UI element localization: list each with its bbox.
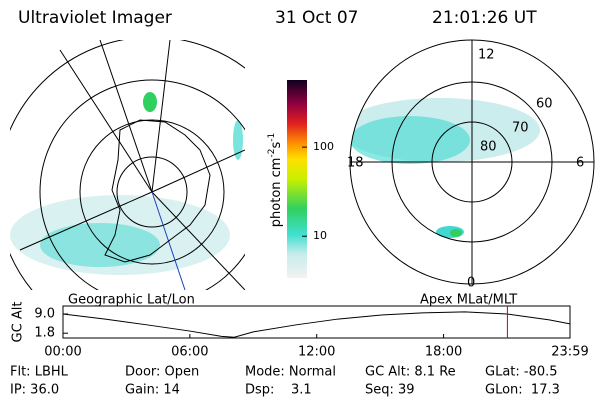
polar-label: 6 xyxy=(576,156,584,171)
polar-label: 80 xyxy=(480,140,497,155)
polar-label: 0 xyxy=(467,276,475,291)
label-part: -2 xyxy=(267,149,277,158)
status-field: GC Alt: 8.1 Re xyxy=(365,365,456,380)
status-field: Seq: 39 xyxy=(365,383,415,398)
y-tick-label: 1.8 xyxy=(34,326,55,341)
status-field: IP: 36.0 xyxy=(10,383,59,398)
status-field: GLon: 17.3 xyxy=(485,383,560,398)
status-field: Mode: Normal xyxy=(245,365,336,380)
colorbar-label: photon cm-2s-1 xyxy=(267,133,284,227)
polar-label: 70 xyxy=(512,121,529,136)
map-label: Apex MLat/MLT xyxy=(420,293,517,308)
status-field: GLat: -80.5 xyxy=(485,365,558,380)
geographic-map xyxy=(10,40,245,290)
time: 21:01:26 UT xyxy=(432,8,537,28)
colorbar xyxy=(287,80,307,278)
x-tick-label: 12:00 xyxy=(298,345,335,360)
x-tick-label: 18:00 xyxy=(425,345,462,360)
status-field: Door: Open xyxy=(125,365,199,380)
label-part: photon cm xyxy=(269,158,284,228)
status-field: Flt: LBHL xyxy=(10,365,69,380)
status-field: Dsp: 3.1 xyxy=(245,383,312,398)
polar-label: 60 xyxy=(536,97,553,112)
x-tick-label: 06:00 xyxy=(171,345,208,360)
map-label: Geographic Lat/Lon xyxy=(68,293,195,308)
date: 31 Oct 07 xyxy=(275,8,358,28)
y-axis-label: GC Alt xyxy=(11,302,26,343)
status-field: Gain: 14 xyxy=(125,383,180,398)
polar-label: 18 xyxy=(347,156,364,171)
x-tick-label: 00:00 xyxy=(44,345,81,360)
tick-label: 100 xyxy=(313,140,334,153)
altitude-line xyxy=(62,311,571,338)
label-part: -1 xyxy=(267,133,277,142)
polar-label: 12 xyxy=(478,48,495,63)
label-part: s xyxy=(269,142,284,149)
title: Ultraviolet Imager xyxy=(18,8,172,28)
tick-label: 10 xyxy=(313,229,327,242)
x-tick-label: 23:59 xyxy=(551,345,588,360)
y-tick-label: 9.0 xyxy=(34,307,55,322)
polar-map xyxy=(349,39,595,285)
